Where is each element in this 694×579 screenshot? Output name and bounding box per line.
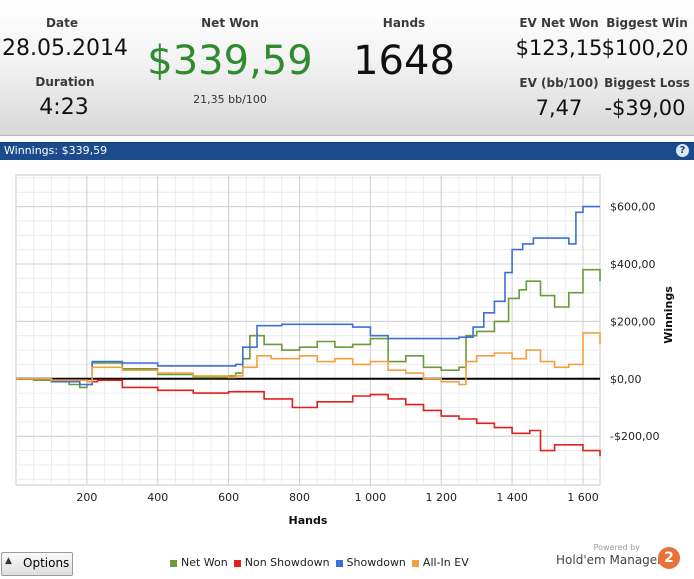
hands-label: Hands [382,16,426,30]
legend-swatch [233,559,241,567]
plot-area [15,174,601,486]
x-tick-label: 1 200 [425,491,457,504]
y-axis-label: Winnings [662,286,675,344]
x-tick-label: 600 [218,491,239,504]
winnings-chart: 200 400 600 800 1 000 1 200 1 400 1 600 $600,00 $… [0,160,694,550]
duration-value: 4:23 [39,95,89,120]
brand-name: Hold'em Manager [556,553,663,567]
y-tick-label: $200,00 [610,315,656,328]
biggest-loss-label: Biggest Loss [604,76,690,90]
hm2-logo: 2 [658,547,680,569]
chart-legend: Net Won Non Showdown Showdown All-In EV [170,556,500,570]
ev-net-won-label: EV Net Won [519,16,599,30]
y-tick-label: $400,00 [610,258,656,271]
x-tick-label: 1 000 [355,491,387,504]
x-tick-label: 1 400 [496,491,528,504]
biggest-win-value: $100,20 [601,36,689,60]
ev-bb-label: EV (bb/100) [519,76,599,90]
net-won-label: Net Won [201,16,259,30]
x-tick-label: 200 [76,491,97,504]
legend-swatch [335,559,343,567]
options-label: Options [23,556,70,570]
legend-item: Non Showdown [233,556,330,569]
legend-item: Showdown [335,556,406,569]
holdem-manager-branding: Powered by Hold'em Manager 2 [548,540,688,576]
powered-by-label: Powered by [593,543,640,552]
legend-label: All-In EV [422,556,469,569]
y-tick-label: -$200,00 [610,430,659,443]
date-value: 28.05.2014 [2,36,128,61]
duration-label: Duration [35,75,95,89]
biggest-win-label: Biggest Win [606,16,688,30]
winnings-panel-titlebar: Winnings: $339,59 ? [0,142,694,160]
legend-item: All-In EV [411,556,469,569]
y-tick-label: $600,00 [610,201,656,214]
series-line-all-in-ev [16,332,601,386]
winnings-chart-svg: 200 400 600 800 1 000 1 200 1 400 1 600 $600,00 $… [15,174,675,527]
legend-swatch [170,559,177,567]
date-label: Date [46,16,78,30]
biggest-loss-value: -$39,00 [604,96,686,120]
series-line-showdown [16,205,600,386]
x-tick-label: 400 [147,491,168,504]
legend-label: Non Showdown [244,556,330,569]
triangle-up-icon: ▲ [5,556,12,566]
series-line-non-showdown [16,378,601,457]
options-button[interactable]: ▲ Options [1,552,73,576]
question-icon[interactable]: ? [676,144,689,157]
x-tick-label: 1 600 [567,491,599,504]
x-tick-label: 800 [289,491,310,504]
panel-title: Winnings: $339,59 [4,144,108,157]
legend-label: Showdown [346,556,406,569]
net-won-bb-per-100: 21,35 bb/100 [193,93,267,106]
ev-bb-value: 7,47 [535,96,583,120]
legend-label: Net Won [181,556,228,569]
hands-value: 1648 [353,38,455,84]
net-won-value: $339,59 [147,38,313,84]
legend-swatch [411,559,419,567]
ev-net-won-value: $123,15 [515,36,603,60]
y-tick-label: $0,00 [610,373,642,386]
summary-header: Date 28.05.2014 Duration 4:23 Net Won $3… [0,0,694,136]
legend-item: Net Won [170,556,228,569]
x-axis-label: Hands [289,514,328,527]
